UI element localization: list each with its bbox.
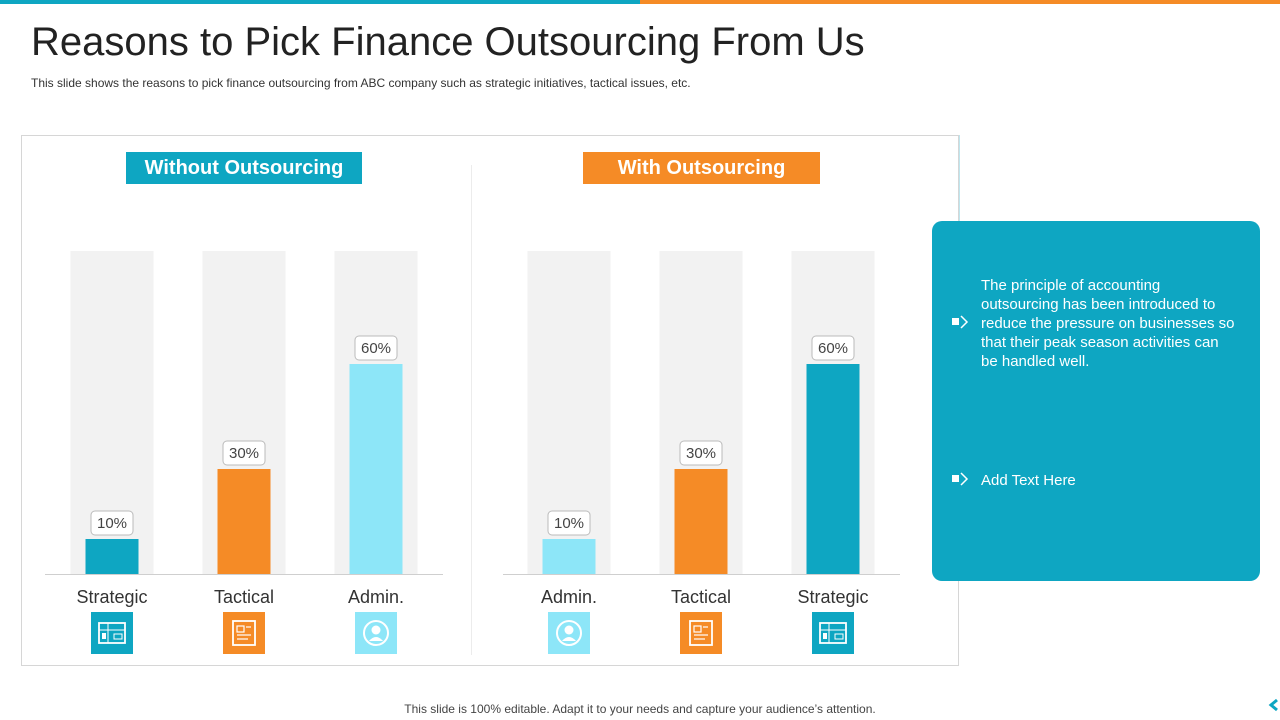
value-label: 30% [229, 445, 259, 462]
top-accent-bar-orange [640, 0, 1280, 4]
category-label: Tactical [214, 587, 274, 607]
chevron-left-icon[interactable] [1266, 697, 1280, 713]
info-point-2: Add Text Here [981, 472, 1076, 489]
without-outsourcing-tag: Without Outsourcing [126, 152, 362, 184]
value-label: 60% [361, 340, 391, 357]
value-label-box [811, 335, 855, 361]
bar-admin [542, 539, 596, 574]
bar-strategic [806, 364, 860, 574]
value-label: 60% [818, 340, 848, 357]
bar-admin [349, 364, 403, 574]
user-icon [355, 612, 397, 654]
value-label: 10% [97, 515, 127, 532]
footer-note: This slide is 100% editable. Adapt it to… [404, 702, 876, 716]
value-label: 30% [686, 445, 716, 462]
page-title: Reasons to Pick Finance Outsourcing From… [31, 20, 865, 64]
document-icon [680, 612, 722, 654]
value-label-box [90, 510, 134, 536]
info-point-1: The principle of accounting outsourcing … [981, 277, 1235, 370]
bar-tactical [217, 469, 271, 574]
category-label: Strategic [797, 587, 868, 607]
bar-strategic [85, 539, 139, 574]
value-label: 10% [554, 515, 584, 532]
bullet-marker-icon [952, 472, 969, 486]
category-label: Tactical [671, 587, 731, 607]
user-icon [548, 612, 590, 654]
with-outsourcing-tag: With Outsourcing [583, 152, 820, 184]
value-label-box [547, 510, 591, 536]
category-label: Admin. [348, 587, 404, 607]
bar-tactical [674, 469, 728, 574]
value-label-box [679, 440, 723, 466]
info-card [932, 221, 1260, 581]
blueprint-icon [812, 612, 854, 654]
document-icon [223, 612, 265, 654]
category-label: Admin. [541, 587, 597, 607]
page-subtitle: This slide shows the reasons to pick fin… [31, 76, 691, 90]
value-label-box [222, 440, 266, 466]
bullet-marker-icon [952, 315, 969, 329]
blueprint-icon [91, 612, 133, 654]
panel-divider [471, 165, 472, 655]
value-label-box [354, 335, 398, 361]
category-label: Strategic [76, 587, 147, 607]
top-accent-bar-teal [0, 0, 640, 4]
